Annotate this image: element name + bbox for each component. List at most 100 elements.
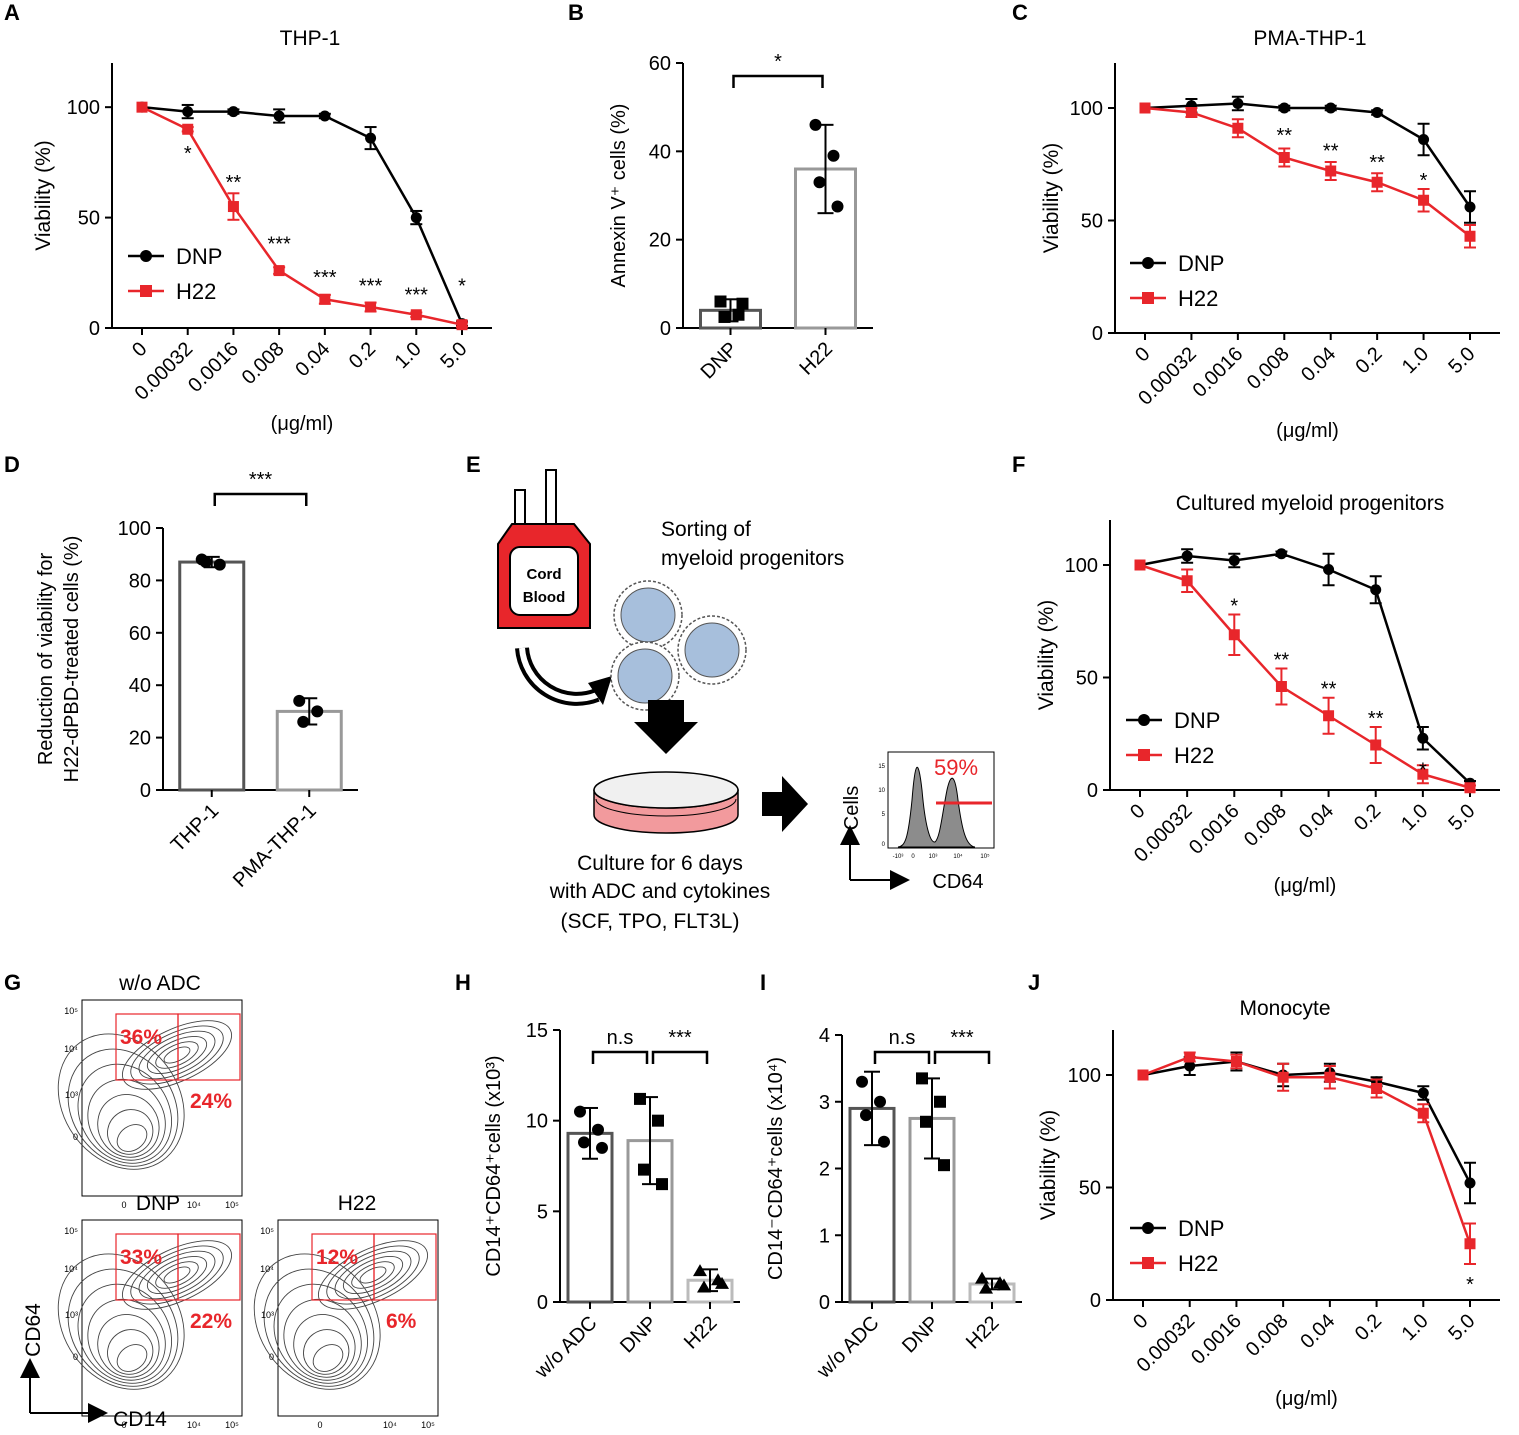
y-tick-label: 0 [89, 318, 100, 340]
chart-title: Cultured myeloid progenitors [1176, 492, 1444, 515]
data-point-dnp [1228, 555, 1240, 566]
series-line-h22 [1142, 1055, 1472, 1245]
data-point-h22 [1418, 194, 1430, 206]
bag-label-cord: Cord [527, 566, 562, 583]
hist-xtick-2: 0 [911, 854, 915, 860]
data-point-dnp [1275, 548, 1287, 560]
data-point [656, 1178, 668, 1191]
data-point-dnp [1371, 107, 1383, 118]
x-tick-label-h22: H22 [796, 338, 838, 380]
contour-ring [293, 1314, 356, 1378]
legend-label-dnp: DNP [176, 244, 222, 269]
flow-x-tick: 10⁵ [225, 1200, 239, 1210]
right-arrow-icon [762, 776, 808, 832]
x-tick-label: 0.008 [1243, 343, 1294, 394]
gate-percent-upper-left: 33% [120, 1246, 162, 1269]
data-point [634, 1092, 646, 1105]
data-point [809, 118, 822, 131]
hist-ytick-15: 15 [878, 764, 885, 770]
series-line-dnp [141, 105, 464, 325]
significance-marker: *** [359, 276, 383, 298]
data-point-h22 [410, 309, 422, 321]
data-point-dnp [1370, 584, 1382, 596]
x-tick-label: 5.0 [1444, 1310, 1479, 1345]
significance-marker: * [1230, 595, 1238, 617]
data-point [938, 1159, 950, 1172]
x-tick-label: 0.0016 [1189, 343, 1248, 402]
data-point [592, 1123, 604, 1136]
data-point [997, 1278, 1011, 1291]
y-tick-label: 50 [78, 208, 100, 230]
data-point [574, 1105, 586, 1118]
series-line-h22 [141, 106, 463, 326]
panel-letter-b: B [568, 0, 584, 25]
contour-ring [326, 1245, 420, 1305]
flow-x-tick: 10⁵ [225, 1420, 239, 1430]
data-point [878, 1135, 890, 1148]
y-tick-label: 3 [819, 1092, 830, 1114]
data-point-h22 [1417, 1107, 1429, 1119]
panel-letter-g: G [4, 970, 21, 995]
data-point-dnp [1464, 1177, 1476, 1189]
y-tick-label: 100 [118, 518, 151, 540]
y-axis-label: Viability (%) [1037, 1110, 1060, 1220]
cord-blood-bag-icon: Cord Blood [497, 469, 591, 629]
panel-letter-f: F [1012, 452, 1025, 477]
significance-bracket [651, 1050, 709, 1064]
gate-upper-right [373, 1233, 437, 1301]
contour-ring [263, 1268, 375, 1387]
x-tick-label: 5.0 [436, 338, 471, 373]
data-point-h22 [227, 201, 239, 213]
y-tick-label: 50 [1076, 668, 1098, 690]
data-point [975, 1271, 989, 1284]
legend-marker-dnp [1142, 1222, 1154, 1234]
data-point-h22 [1417, 768, 1429, 780]
panel-letter-h: H [455, 970, 471, 995]
contour-ring [146, 1036, 208, 1074]
culture-dish-icon [593, 771, 739, 834]
flow-plot-frame [81, 1219, 243, 1417]
data-point-h22 [365, 301, 377, 313]
significance-label: *** [950, 1027, 974, 1049]
legend-marker-h22 [140, 285, 152, 297]
contour-ring [138, 1030, 216, 1080]
y-axis-label-line1: Reduction of viability for [35, 553, 57, 766]
data-point [297, 715, 310, 728]
data-point [856, 1075, 868, 1088]
hist-xtick-5: 10⁵ [980, 853, 990, 860]
significance-marker: * [458, 276, 466, 298]
y-tick-label: 20 [129, 728, 151, 750]
x-tick-label: 0 [1129, 1310, 1152, 1333]
significance-label: *** [668, 1027, 692, 1049]
x-tick-label: 0 [1131, 343, 1154, 366]
x-tick-label-h22: H22 [680, 1312, 722, 1354]
data-point-dnp [1232, 98, 1244, 109]
contour-ring [116, 1124, 148, 1152]
hist-ytick-10: 10 [878, 788, 885, 794]
flow-x-tick: 10⁴ [187, 1420, 201, 1430]
flow-y-axis-label: CD64 [22, 1303, 45, 1357]
x-tick-label: 0.2 [1350, 800, 1385, 835]
culture-label-line3: (SCF, TPO, FLT3L) [561, 910, 740, 933]
x-tick-label: 0.008 [1242, 1310, 1293, 1361]
x-tick-label: 1.0 [1398, 1310, 1433, 1345]
flow-y-tick: 10⁴ [64, 1044, 78, 1054]
flow-x-tick: 10⁴ [383, 1420, 397, 1430]
histogram-curve [897, 766, 976, 848]
contour-ring [359, 1266, 387, 1284]
x-tick-label: 1.0 [391, 338, 426, 373]
y-tick-label: 60 [649, 53, 671, 75]
chart-title: PMA-THP-1 [1253, 27, 1366, 50]
y-tick-label: 0 [140, 780, 151, 802]
contour-ring [77, 1283, 173, 1384]
flow-x-axis-label: CD14 [113, 1408, 167, 1431]
histogram-percent: 59% [934, 755, 978, 780]
contour-ring [77, 1063, 173, 1164]
y-tick-label: 4 [819, 1025, 830, 1047]
data-point-h22 [1371, 176, 1383, 188]
x-tick-label: 0 [1126, 800, 1149, 823]
data-point-dnp [1464, 201, 1476, 213]
flow-plot-h22: 12% 6% 10⁵ 10⁴ 10³ 0 0 10⁴ 10⁵ [253, 1219, 439, 1430]
legend-marker-dnp [1142, 257, 1154, 269]
x-tick-label-dnp: DNP [898, 1312, 943, 1357]
